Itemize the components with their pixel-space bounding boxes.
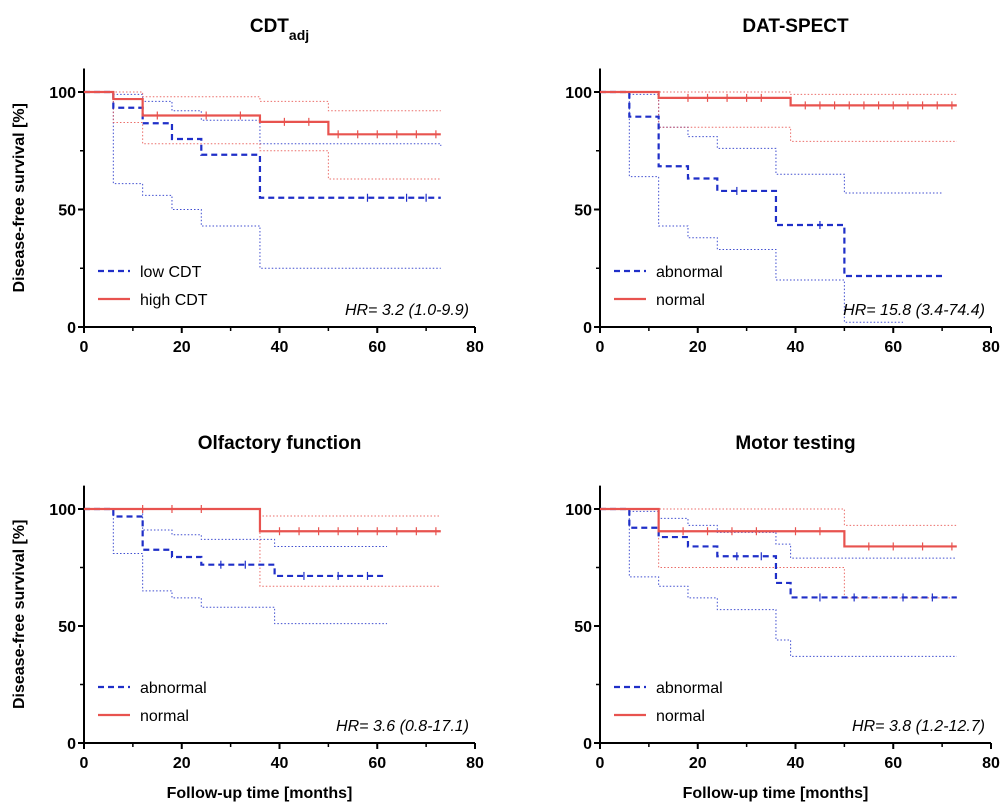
x-tick-label: 0 [596,755,605,772]
hazard-ratio-annotation: HR= 15.8 (3.4-74.4) [843,302,985,319]
ci-upper-line [600,508,957,526]
x-tick-label: 60 [884,755,902,772]
y-tick-label: 100 [49,502,76,519]
survival-line-a [84,507,388,578]
x-tick-label: 80 [466,755,484,772]
y-axis-label: Disease-free survival [%] [11,103,28,292]
y-tick-label: 100 [565,85,592,102]
x-tick-label: 40 [271,339,289,356]
legend-label: normal [656,292,705,309]
chart-panel-1: 0 20 40 60 80 0 50 100 CDTadj Disease-free surviv… [11,16,484,356]
legend-label: abnormal [656,680,723,697]
legend-label: normal [140,708,189,725]
y-tick-label: 50 [574,619,592,636]
legend-label: abnormal [140,680,207,697]
ci-lower-line [84,508,388,625]
x-tick-label: 20 [689,339,707,356]
chart-panel-4: 0 20 40 60 80 0 50 100 Motor testing Follow-up ti… [565,433,1000,802]
chart-panel-2: 0 20 40 60 80 0 50 100 DAT-SPECT abnormal normal HR… [565,16,1000,356]
chart-panel-3: 0 20 40 60 80 0 50 100 Olfactory function Disease… [11,433,484,802]
x-tick-label: 0 [80,339,89,356]
x-axis-label: Follow-up time [months] [167,785,353,802]
chart-title: DAT-SPECT [742,16,849,37]
x-tick-label: 40 [271,755,289,772]
ci-upper-line [600,508,957,559]
ci-upper-line [84,508,388,547]
survival-line-a [600,507,957,599]
chart-title: Motor testing [735,433,855,454]
ci-lower-line [600,508,957,657]
ci-lower-line [84,91,441,180]
ci-upper-line [600,91,943,194]
ci-upper-line [84,91,441,112]
x-tick-label: 60 [368,755,386,772]
x-tick-label: 0 [596,339,605,356]
survival-line-a [84,90,441,199]
hazard-ratio-annotation: HR= 3.8 (1.2-12.7) [852,718,985,735]
hazard-ratio-annotation: HR= 3.6 (0.8-17.1) [336,718,469,735]
ci-lower-line [600,91,957,142]
x-tick-label: 20 [173,339,191,356]
y-tick-label: 0 [583,320,592,337]
y-tick-label: 50 [58,203,76,220]
x-tick-label: 20 [689,755,707,772]
ci-lower-line [84,508,441,587]
x-tick-label: 40 [787,755,805,772]
x-tick-label: 20 [173,755,191,772]
x-tick-label: 0 [80,755,89,772]
x-tick-label: 80 [982,339,1000,356]
chart-title: Olfactory function [198,433,362,454]
y-tick-label: 100 [565,502,592,519]
legend-label: abnormal [656,264,723,281]
x-tick-label: 60 [368,339,386,356]
survival-line-b [600,507,957,548]
x-axis-label: Follow-up time [months] [683,785,869,802]
x-tick-label: 80 [982,755,1000,772]
chart-title: CDTadj [250,16,309,43]
survival-line-b [600,90,957,107]
y-tick-label: 0 [583,736,592,753]
y-axis-label: Disease-free survival [%] [11,520,28,709]
legend-label: normal [656,708,705,725]
survival-line-b [84,507,441,533]
y-tick-label: 50 [574,203,592,220]
y-tick-label: 50 [58,619,76,636]
x-tick-label: 80 [466,339,484,356]
legend-label: high CDT [140,292,208,309]
y-tick-label: 100 [49,85,76,102]
survival-line-b [84,90,441,136]
ci-lower-line [600,508,957,599]
chart-title-subscript: adj [289,27,309,43]
x-tick-label: 40 [787,339,805,356]
y-tick-label: 0 [67,320,76,337]
hazard-ratio-annotation: HR= 3.2 (1.0-9.9) [345,302,469,319]
y-tick-label: 0 [67,736,76,753]
survival-line-a [600,90,943,278]
ci-lower-line [84,91,441,269]
ci-lower-line [600,91,904,323]
legend-label: low CDT [140,264,202,281]
x-tick-label: 60 [884,339,902,356]
